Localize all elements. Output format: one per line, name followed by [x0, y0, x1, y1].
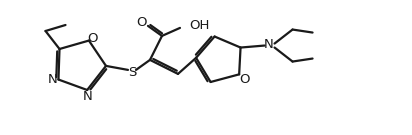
Text: N: N [264, 38, 274, 51]
Text: O: O [239, 73, 249, 86]
Text: O: O [88, 32, 98, 45]
Text: S: S [128, 66, 136, 79]
Text: N: N [82, 90, 92, 104]
Text: O: O [137, 16, 147, 29]
Text: OH: OH [189, 19, 209, 32]
Text: N: N [47, 73, 57, 86]
